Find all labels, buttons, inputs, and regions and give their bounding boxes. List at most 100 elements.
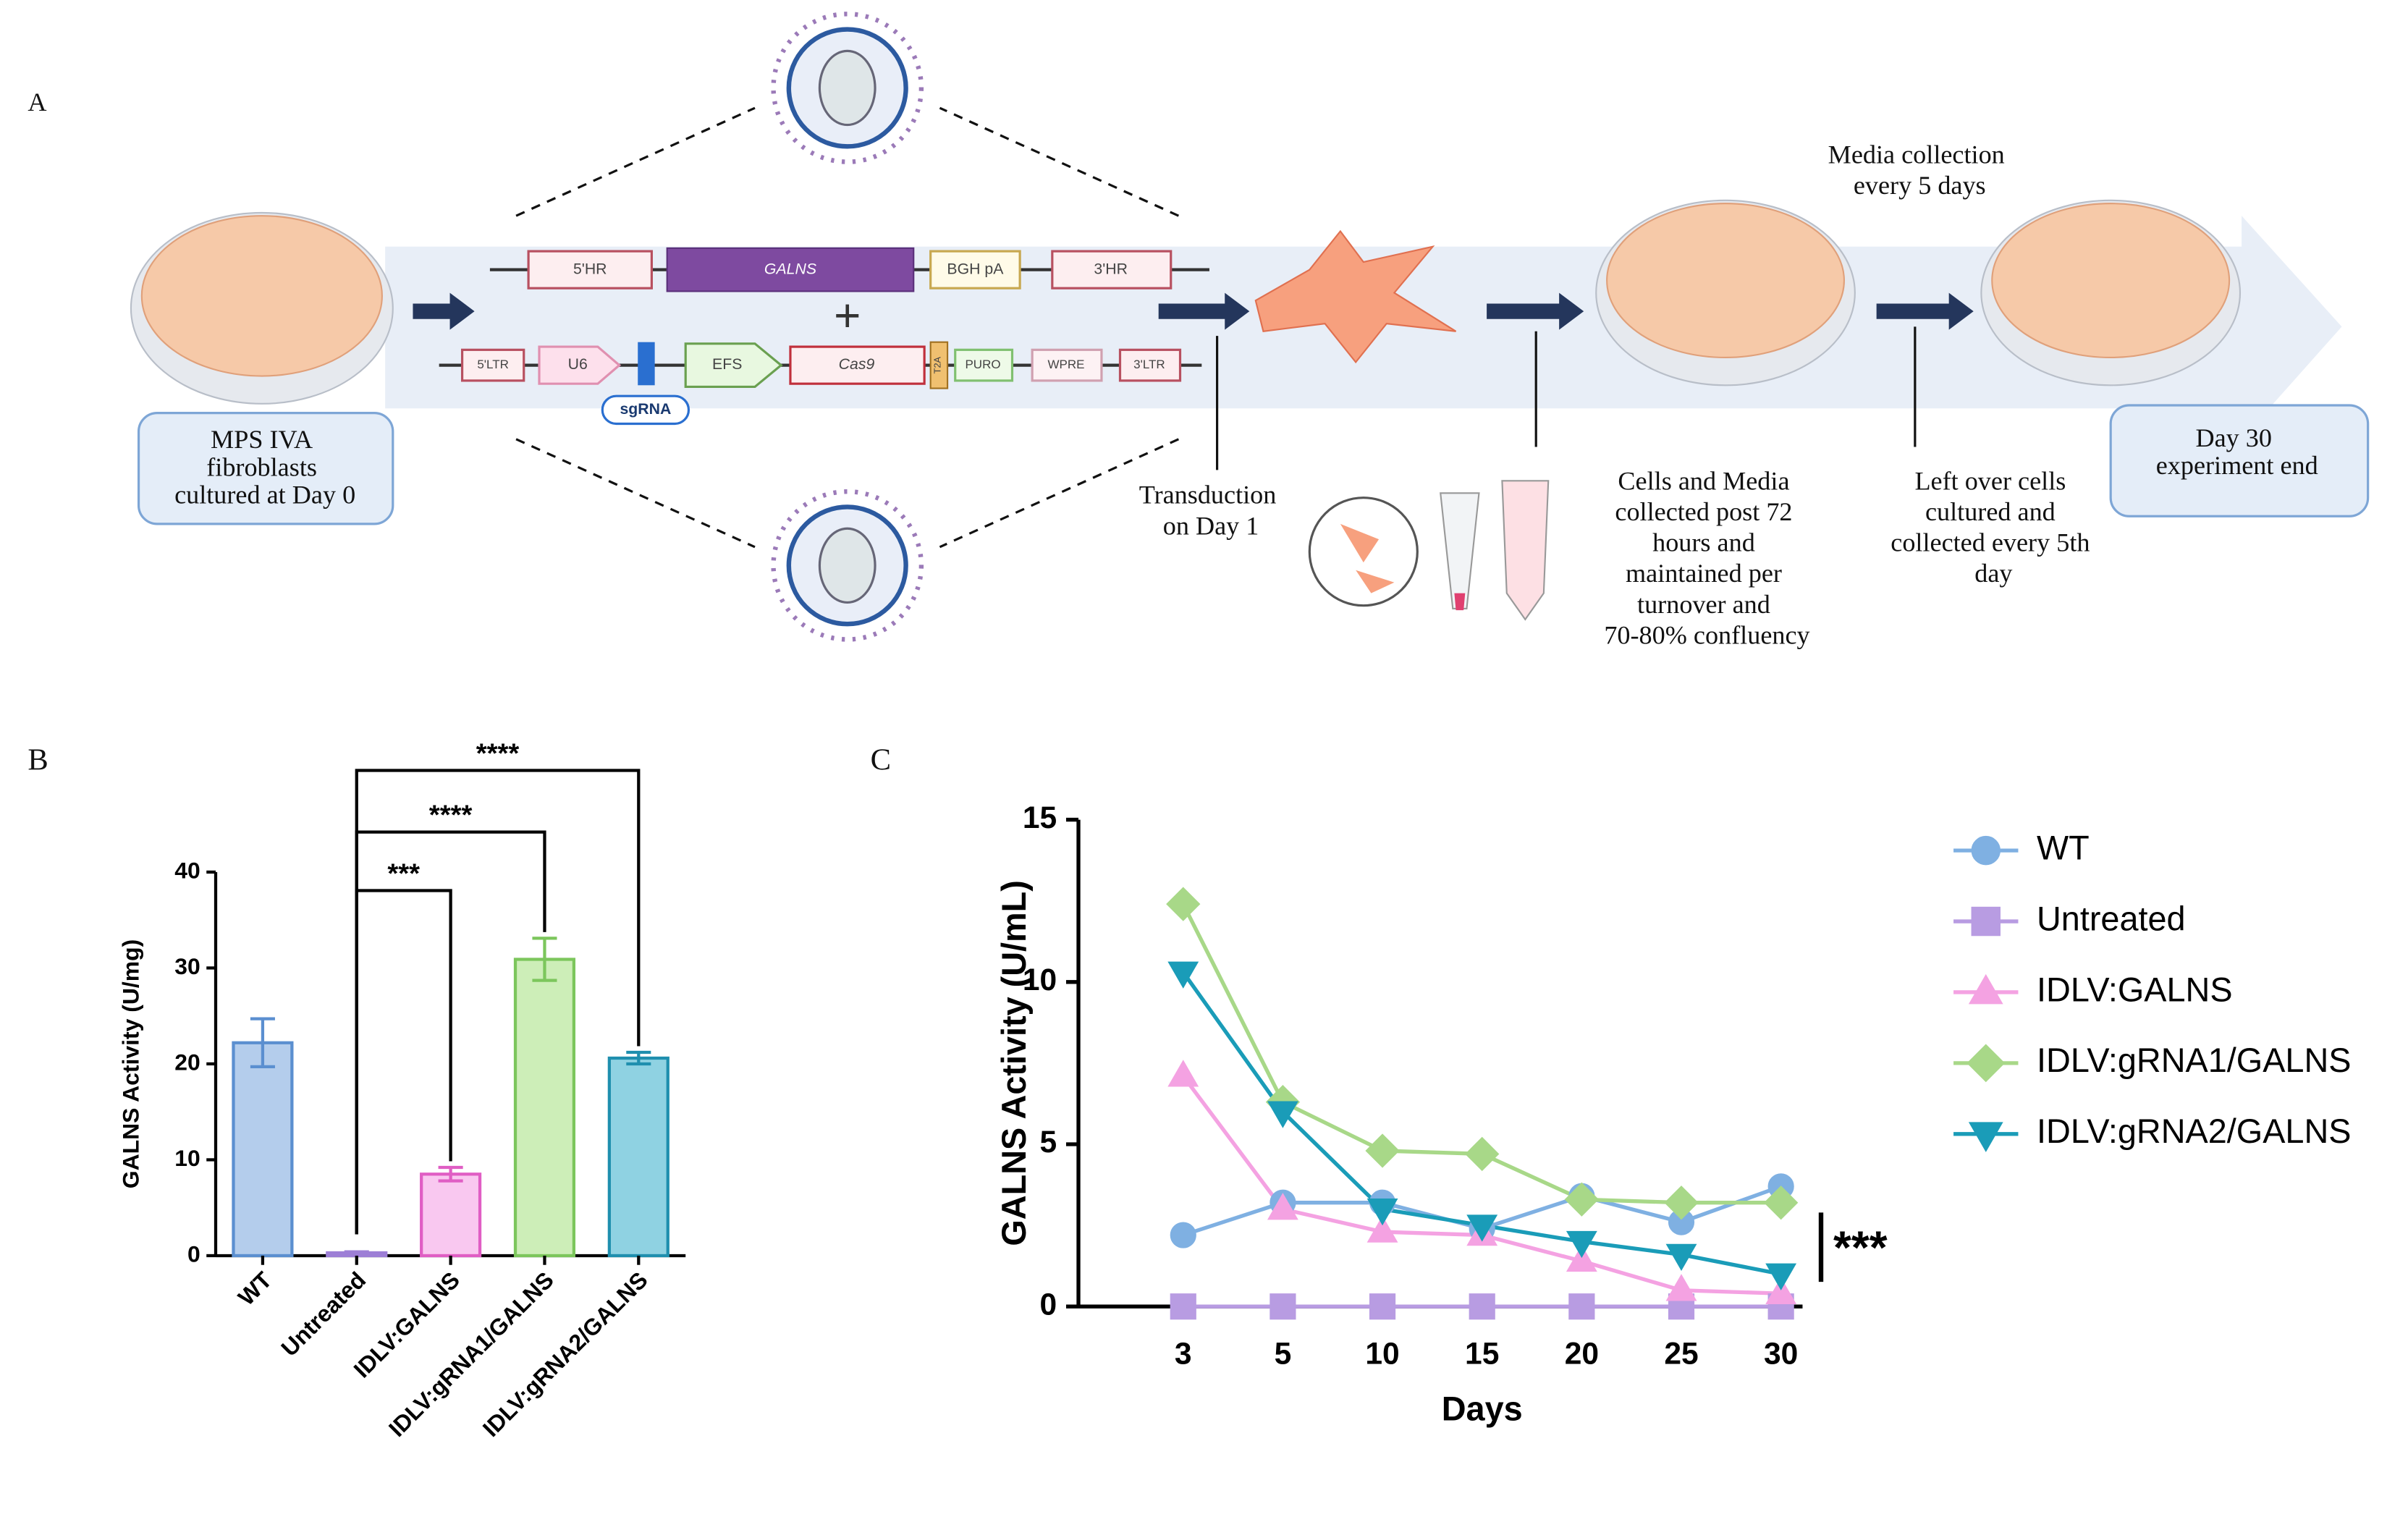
- start-box: [137, 412, 394, 525]
- marker: [1966, 1044, 2006, 1083]
- sgrna-badge: [601, 394, 690, 426]
- construct-box: [460, 348, 525, 382]
- marker: [1465, 1136, 1500, 1172]
- end-box: [2109, 404, 2370, 517]
- marker: [1267, 1193, 1298, 1220]
- legend-label: Untreated: [2037, 900, 2186, 937]
- fibroblast: [1254, 229, 1457, 364]
- construct-box: [954, 348, 1014, 382]
- element-label: 5'HR: [573, 260, 607, 277]
- marker: [1466, 1214, 1498, 1242]
- start-label: MPS IVA fibroblasts cultured at Day 0: [174, 425, 355, 510]
- marker: [1665, 1243, 1697, 1272]
- element-label: BGH pA: [947, 260, 1004, 277]
- marker: [1765, 1277, 1797, 1304]
- sgrna-site: [638, 342, 655, 386]
- construct-box: [1118, 348, 1182, 382]
- element-label: PURO: [965, 358, 1000, 371]
- marker: [1566, 1230, 1597, 1259]
- marker: [1366, 1198, 1398, 1226]
- error-bar: [626, 1050, 651, 1066]
- plus: +: [834, 289, 861, 342]
- cells: [1340, 523, 1395, 593]
- virus: [771, 489, 924, 642]
- error-bar: [344, 1250, 369, 1256]
- element-label: EFS: [712, 355, 742, 373]
- marker: [1270, 1293, 1296, 1320]
- leftover-label: Left over cells cultured and collected e…: [1891, 467, 2096, 588]
- construct-box: [666, 247, 915, 292]
- marker: [1365, 1133, 1400, 1168]
- significance-label: ****: [429, 799, 473, 830]
- marker: [1568, 1293, 1595, 1320]
- marker: [1267, 1101, 1298, 1128]
- element-label: GALNS: [764, 260, 816, 277]
- element-label: 3'HR: [1094, 260, 1128, 277]
- y-tick-label: 20: [174, 1049, 200, 1075]
- bar: [420, 1172, 482, 1258]
- construct-box: [929, 341, 949, 389]
- legend-label: IDLV:GALNS: [2037, 971, 2233, 1008]
- error-bar: [438, 1165, 463, 1183]
- x-tick-label: IDLV:gRNA2/GALNS: [478, 1267, 653, 1442]
- y-tick-label: 30: [174, 953, 200, 979]
- y-axis-label: GALNS Activity (U/mg): [117, 939, 143, 1188]
- bar: [607, 1056, 669, 1258]
- marker: [1971, 906, 2001, 937]
- marker: [1764, 1185, 1799, 1220]
- bar: [232, 1041, 294, 1258]
- x-tick-label: 25: [1664, 1337, 1698, 1371]
- x-tick-label: 10: [1365, 1337, 1399, 1371]
- callout-lines: [1215, 326, 1917, 470]
- marker: [1166, 887, 1201, 921]
- x-axis-label: Days: [1442, 1390, 1523, 1427]
- construct-box: [929, 250, 1021, 289]
- marker: [1968, 973, 2003, 1005]
- construct-box: [527, 250, 653, 289]
- x-tick-label: 15: [1465, 1337, 1499, 1371]
- x-tick-label: WT: [233, 1267, 277, 1311]
- element-label: sgRNA: [620, 400, 671, 418]
- x-tick-label: 5: [1275, 1337, 1292, 1371]
- element-label: Cas9: [839, 355, 875, 373]
- error-bar: [532, 937, 557, 982]
- x-tick-label: IDLV:gRNA1/GALNS: [384, 1267, 559, 1442]
- promoter: [538, 345, 622, 385]
- bar: [513, 958, 576, 1258]
- y-tick-label: 0: [187, 1241, 200, 1267]
- promoter: [684, 342, 783, 389]
- legend-label: IDLV:gRNA1/GALNS: [2037, 1041, 2351, 1079]
- significance-label: ***: [387, 858, 420, 889]
- dish: [130, 211, 394, 405]
- significance-label: ***: [1833, 1221, 1888, 1273]
- x-tick-label: Untreated: [276, 1267, 371, 1361]
- end-label: Day 30 experiment end: [2156, 423, 2318, 480]
- marker: [1968, 1122, 2003, 1152]
- tube: [1440, 492, 1480, 610]
- element-label: WPRE: [1047, 358, 1084, 371]
- x-tick-label: 20: [1565, 1337, 1599, 1371]
- marker: [1971, 835, 2001, 866]
- element-label: 5'LTR: [477, 358, 509, 371]
- virus: [771, 12, 924, 164]
- marker: [1566, 1244, 1597, 1272]
- dish: [1595, 199, 1856, 386]
- element-label: 3'LTR: [1133, 358, 1165, 371]
- panel-a: A: [28, 12, 2370, 650]
- marker: [1170, 1222, 1196, 1248]
- collection-label: Cells and Media collected post 72 hours …: [1604, 467, 1809, 650]
- construct-box: [789, 345, 926, 385]
- dish: [1980, 199, 2242, 386]
- marker: [1366, 1215, 1398, 1243]
- marker: [1665, 1274, 1697, 1301]
- media-label: Media collection every 5 days: [1828, 140, 2011, 200]
- marker: [1469, 1293, 1495, 1320]
- significance-bracket: [355, 769, 641, 1235]
- y-axis-label: GALNS Activity (U/mL): [995, 880, 1033, 1246]
- marker: [1369, 1293, 1396, 1320]
- significance-label: ****: [476, 737, 520, 769]
- construct-box: [1051, 250, 1173, 289]
- y-tick-label: 40: [174, 857, 200, 883]
- y-tick-label: 10: [1023, 963, 1057, 997]
